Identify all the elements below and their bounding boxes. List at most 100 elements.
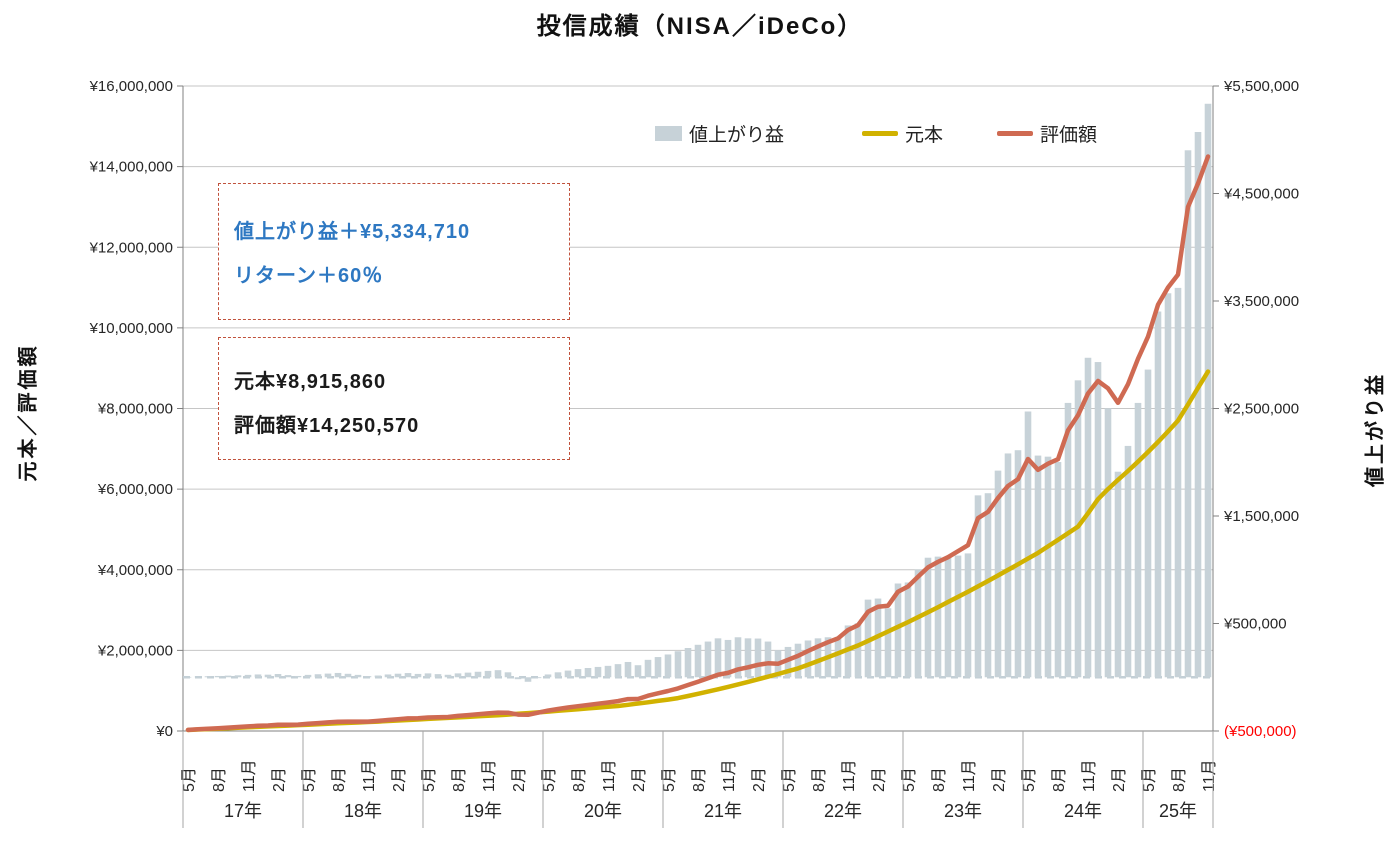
- valuation-amount-text: 評価額¥14,250,570: [234, 415, 420, 437]
- gain-bar: [644, 659, 652, 678]
- gain-bar: [1044, 456, 1052, 678]
- gain-bar: [1154, 311, 1162, 678]
- gain-bar: [234, 675, 242, 678]
- month-tick-label: 11月: [841, 759, 858, 792]
- gain-bar: [394, 673, 402, 678]
- gain-bar: [884, 608, 892, 678]
- month-tick-label: 11月: [721, 759, 738, 792]
- gain-bar: [524, 677, 532, 682]
- gain-bar: [1204, 103, 1212, 678]
- year-label: 24年: [1064, 801, 1102, 821]
- gain-bar: [564, 670, 572, 678]
- right-axis-tick-label: ¥4,500,000: [1223, 186, 1299, 203]
- gain-bar-swatch-icon: [655, 126, 682, 141]
- gain-bar: [654, 657, 662, 678]
- month-tick-label: 8月: [1171, 767, 1188, 792]
- gain-bar: [794, 643, 802, 678]
- valuation-line-swatch-icon: [997, 131, 1033, 136]
- gain-bar: [964, 553, 972, 678]
- gain-bar: [1094, 362, 1102, 678]
- x-axis-labels: 5月 8月 11月 2月 5月 8月 11月 2月 5月 8月 11月 2月 5月 8月 11月 2月 5月 8月…: [181, 731, 1218, 828]
- axis-tick-labels: ¥16,000,000 ¥14,000,000 ¥12,000,000 ¥10,000…: [89, 78, 1300, 740]
- right-axis-tick-label: ¥3,500,000: [1223, 293, 1299, 310]
- month-tick-label: 11月: [241, 759, 258, 792]
- month-tick-label: 2月: [751, 767, 768, 792]
- month-tick-label: 5月: [301, 767, 318, 792]
- gain-bar: [1104, 408, 1112, 678]
- right-axis-title: 値上がり益: [1364, 372, 1387, 487]
- gain-bar: [944, 557, 952, 678]
- gain-bar: [664, 654, 672, 678]
- gain-bar: [724, 639, 732, 678]
- month-tick-label: 8月: [571, 767, 588, 792]
- gain-annotation-box: 値上がり益＋¥5,334,710 リターン＋60％: [218, 183, 570, 320]
- left-axis-tick-label: ¥16,000,000: [89, 78, 173, 95]
- gain-bar: [504, 672, 512, 678]
- gain-bar: [214, 675, 222, 678]
- gain-bar: [554, 672, 562, 678]
- year-label: 22年: [824, 801, 862, 821]
- gain-bar: [374, 675, 382, 678]
- gain-bar: [484, 670, 492, 678]
- gain-bar: [274, 674, 282, 678]
- month-tick-label: 11月: [361, 759, 378, 792]
- gain-bar: [204, 676, 212, 678]
- month-tick-label: 5月: [1021, 767, 1038, 792]
- month-tick-label: 2月: [631, 767, 648, 792]
- month-tick-label: 8月: [331, 767, 348, 792]
- year-label: 23年: [944, 801, 982, 821]
- gain-bar: [284, 675, 292, 678]
- legend-label-gain: 値上がり益: [689, 125, 785, 146]
- left-axis-title: 元本／評価額: [17, 343, 40, 482]
- gain-bar: [354, 674, 362, 678]
- gain-bar: [814, 638, 822, 678]
- gain-bar: [494, 670, 502, 678]
- gain-bar: [224, 675, 232, 678]
- gain-bar: [594, 666, 602, 678]
- valuation-line: [185, 154, 1211, 733]
- month-tick-label: 8月: [211, 767, 228, 792]
- gain-bar: [634, 665, 642, 678]
- gain-bar: [184, 676, 192, 678]
- left-axis-tick-label: ¥10,000,000: [89, 320, 173, 337]
- gain-bar: [1174, 287, 1182, 678]
- gain-bar: [264, 674, 272, 678]
- value-annotation-box: 元本¥8,915,860 評価額¥14,250,570: [218, 337, 570, 460]
- principal-line-swatch-icon: [862, 131, 898, 136]
- gain-bar: [834, 637, 842, 678]
- right-axis-tick-label: ¥1,500,000: [1223, 508, 1299, 525]
- gain-bar: [444, 674, 452, 678]
- month-tick-label: 5月: [421, 767, 438, 792]
- principal-amount-text: 元本¥8,915,860: [234, 371, 387, 393]
- gain-bar: [1024, 411, 1032, 678]
- gain-bar: [1184, 150, 1192, 678]
- month-tick-label: 5月: [781, 767, 798, 792]
- gain-bar: [624, 661, 632, 678]
- gain-bar: [324, 673, 332, 678]
- left-axis-tick-label: ¥12,000,000: [89, 239, 173, 256]
- gain-bar: [1194, 132, 1202, 678]
- chart-title: 投信成績（NISA／iDeCo）: [536, 13, 864, 40]
- gain-bar: [674, 651, 682, 678]
- gain-bar: [764, 641, 772, 678]
- month-tick-label: 2月: [391, 767, 408, 792]
- month-tick-label: 5月: [661, 767, 678, 792]
- gain-bar: [1064, 402, 1072, 678]
- gain-bar: [334, 672, 342, 678]
- gain-bar: [1114, 471, 1122, 678]
- gain-bar: [1084, 357, 1092, 678]
- left-axis-tick-label: ¥8,000,000: [97, 401, 173, 418]
- gain-bar: [704, 641, 712, 678]
- gain-bar: [244, 674, 252, 678]
- gain-bar: [474, 671, 482, 678]
- gain-bar: [514, 677, 522, 680]
- gain-bar: [414, 673, 422, 678]
- gain-bar: [984, 493, 992, 678]
- gain-bar: [694, 644, 702, 678]
- year-label: 20年: [584, 801, 622, 821]
- legend-label-principal: 元本: [905, 125, 944, 146]
- month-tick-label: 2月: [271, 767, 288, 792]
- month-tick-label: 2月: [991, 767, 1008, 792]
